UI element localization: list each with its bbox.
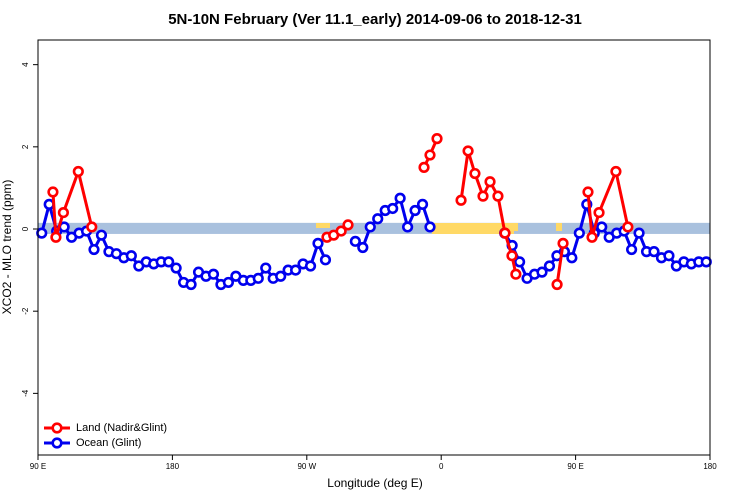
point <box>543 260 556 272</box>
y-tick-label: -4 <box>21 389 30 397</box>
chart-title: 5N-10N February (Ver 11.1_early) 2014-09… <box>168 11 582 28</box>
point <box>387 202 399 215</box>
point <box>582 186 594 198</box>
x-tick-label: 0 <box>439 462 444 471</box>
plot-frame <box>37 39 711 456</box>
point <box>275 270 287 282</box>
point <box>424 149 436 161</box>
y-tick-label: -2 <box>21 307 30 315</box>
x-tick-label: 180 <box>166 462 180 471</box>
point <box>593 206 605 219</box>
series-line <box>555 243 565 285</box>
point <box>252 272 264 284</box>
point <box>312 237 324 249</box>
point <box>57 206 69 219</box>
point <box>625 243 638 256</box>
point <box>95 229 108 241</box>
land-mask <box>316 223 562 234</box>
point <box>622 221 634 233</box>
point <box>290 264 302 276</box>
legend-label: Ocean (Glint) <box>76 437 141 449</box>
point <box>586 231 598 243</box>
point <box>484 176 496 188</box>
point <box>431 133 443 145</box>
point <box>416 198 429 210</box>
legend-label: Land (Nadir&Glint) <box>76 422 167 434</box>
point <box>536 266 548 278</box>
point <box>357 241 369 254</box>
point <box>455 194 467 206</box>
point <box>260 262 272 274</box>
y-tick-label: 4 <box>21 62 30 67</box>
point <box>50 231 62 243</box>
point <box>557 237 569 249</box>
point <box>402 221 414 233</box>
legend-marker <box>51 437 63 449</box>
x-tick-label: 90 E <box>567 462 583 471</box>
point <box>506 250 518 262</box>
point <box>418 161 430 173</box>
x-tick-label: 90 E <box>30 462 46 471</box>
plot-layer <box>36 133 712 291</box>
point <box>663 250 675 262</box>
point <box>36 227 48 239</box>
point <box>304 260 317 272</box>
point <box>163 256 175 268</box>
legend-marker <box>51 422 63 434</box>
point <box>513 256 526 268</box>
point <box>349 235 361 247</box>
point <box>510 268 522 280</box>
y-tick-label: 0 <box>21 226 30 231</box>
x-axis-title: Longitude (deg E) <box>327 476 422 490</box>
x-tick-label: 90 W <box>297 462 316 471</box>
point <box>424 221 436 233</box>
point <box>364 221 376 233</box>
x-tick-label: 180 <box>703 462 717 471</box>
point <box>610 165 622 178</box>
point <box>47 186 59 198</box>
point <box>88 243 100 256</box>
point <box>372 213 384 225</box>
point <box>409 204 421 217</box>
point <box>342 219 354 231</box>
y-tick-label: 2 <box>21 144 30 149</box>
point <box>551 278 563 291</box>
point <box>335 225 347 237</box>
point <box>319 254 332 266</box>
point <box>207 268 220 280</box>
point <box>648 246 660 258</box>
point <box>462 145 474 157</box>
point <box>86 221 98 233</box>
point <box>72 165 84 178</box>
point <box>492 190 504 202</box>
point <box>170 262 182 274</box>
point <box>469 167 481 180</box>
point <box>633 227 645 239</box>
point <box>185 278 197 291</box>
point <box>125 250 137 262</box>
y-axis-title: XCO2 - MLO trend (ppm) <box>0 180 14 315</box>
point <box>222 276 234 289</box>
point <box>566 252 578 264</box>
point <box>573 227 585 239</box>
point <box>394 192 406 204</box>
point <box>700 256 712 268</box>
point <box>596 221 608 233</box>
point <box>477 190 489 202</box>
point <box>499 227 511 239</box>
